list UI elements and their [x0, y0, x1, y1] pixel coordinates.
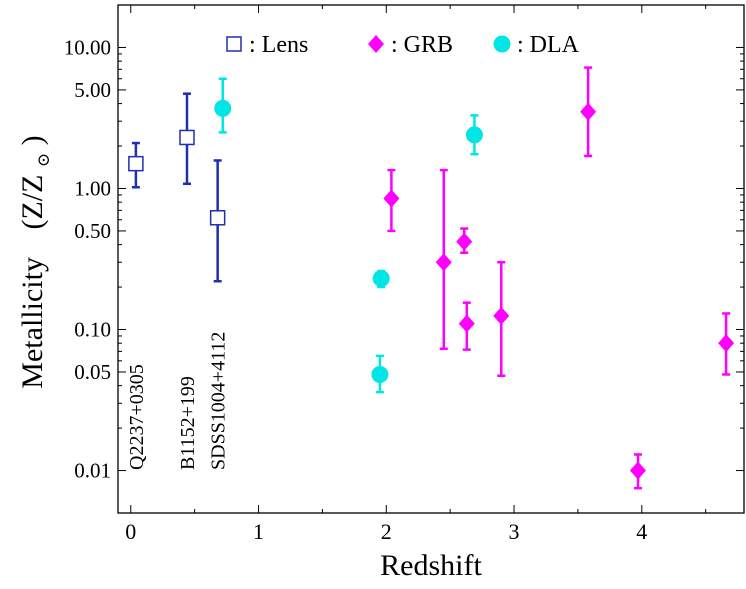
- y-axis-label-main: Metallicity: [16, 257, 49, 389]
- y-tick-label: 0.50: [74, 219, 111, 243]
- dla-point: [465, 126, 483, 144]
- dla-legend-marker: [493, 35, 511, 53]
- y-tick-label: 0.01: [74, 459, 111, 483]
- lens-annotation: SDSS1004+4112: [208, 332, 230, 470]
- y-tick-label: 5.00: [74, 78, 111, 102]
- y-tick-label: 10.00: [64, 35, 111, 59]
- x-tick-label: 2: [381, 519, 392, 544]
- grb-point: [458, 314, 475, 333]
- x-tick-label: 3: [509, 519, 520, 544]
- grb-legend-label: : GRB: [391, 32, 453, 58]
- y-tick-label: 0.10: [74, 318, 111, 342]
- grb-point: [629, 461, 646, 480]
- lens-point: [209, 210, 226, 226]
- x-tick-label: 0: [125, 519, 136, 544]
- lens-legend-label: : Lens: [249, 32, 308, 58]
- grb-point: [383, 189, 400, 208]
- x-tick-label: 1: [253, 519, 264, 544]
- dla-point: [372, 270, 390, 288]
- y-tick-label: 1.00: [74, 176, 111, 200]
- y-axis-label-units: (Z/Z: [16, 175, 49, 230]
- grb-point: [493, 306, 510, 325]
- x-tick-label: 4: [636, 519, 647, 544]
- plot-frame: [117, 4, 745, 514]
- grb-point: [435, 253, 452, 272]
- lens-point: [179, 129, 195, 146]
- lens-legend-marker: [226, 36, 242, 52]
- lens-annotation: Q2237+0305: [126, 364, 148, 470]
- y-tick-label: 0.05: [74, 360, 111, 384]
- grb-point: [456, 232, 473, 251]
- grb-point: [718, 334, 735, 353]
- x-axis-label: Redshift: [380, 549, 482, 582]
- dla-legend-label: : DLA: [517, 32, 580, 58]
- dla-point: [371, 365, 389, 383]
- lens-annotation: B1152+199: [177, 376, 199, 470]
- y-axis-label-sun: ⊙: [34, 153, 53, 167]
- lens-point: [128, 155, 144, 172]
- grb-point: [580, 102, 597, 121]
- dla-point: [214, 99, 232, 117]
- y-axis-label-close: ): [16, 135, 49, 145]
- y-axis-label: Metallicity (Z/Z ⊙ ): [16, 135, 56, 388]
- grb-legend-marker: [368, 35, 384, 53]
